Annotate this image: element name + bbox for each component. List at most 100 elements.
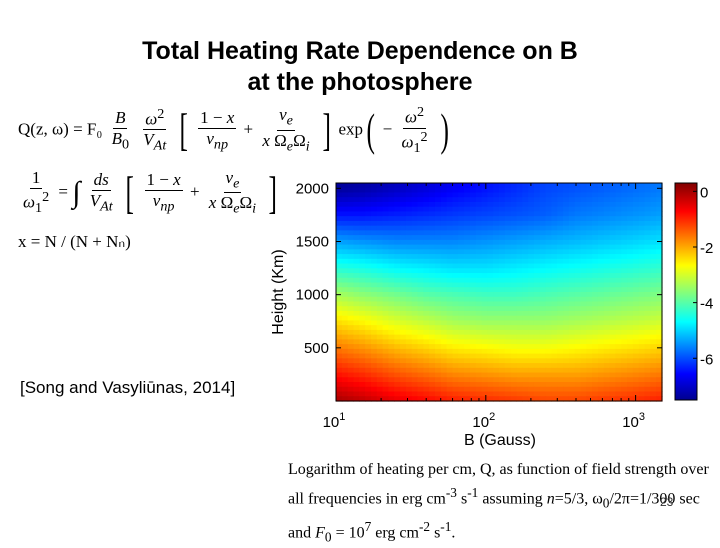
heatmap-cell [539, 296, 547, 303]
heatmap-cell [516, 254, 523, 260]
heatmap-cell [353, 216, 360, 222]
heatmap-cell [370, 315, 378, 322]
heatmap-cell [650, 273, 657, 279]
heatmap-cell [539, 216, 547, 222]
heatmap-cell [510, 339, 518, 345]
heatmap-cell [429, 292, 436, 298]
heatmap-cell [632, 325, 640, 331]
heatmap-cell [493, 377, 500, 383]
heatmap-cell [452, 254, 459, 260]
heatmap-cell [504, 230, 512, 236]
heatmap-cell [603, 329, 611, 336]
heatmap-cell [638, 254, 646, 260]
heatmap-cell [609, 339, 617, 345]
heatmap-cell [475, 310, 483, 317]
heatmap-cell [434, 230, 442, 236]
heatmap-cell [528, 315, 535, 322]
heatmap-cell [638, 273, 646, 279]
heatmap-cell [341, 277, 349, 284]
heatmap-cell [516, 310, 523, 317]
heatmap-cell [493, 225, 500, 231]
heatmap-cell [452, 329, 459, 336]
heatmap-cell [615, 277, 622, 284]
heatmap-cell [464, 225, 471, 231]
heatmap-cell [615, 339, 622, 345]
heatmap-cell [446, 358, 454, 364]
heatmap-cell [464, 382, 471, 388]
heatmap-cell [388, 377, 395, 383]
heatmap-cell [341, 268, 349, 274]
heatmap-cell [376, 183, 384, 189]
heatmap-cell [452, 249, 459, 255]
heatmap-cell [370, 282, 378, 288]
heatmap-cell [551, 372, 558, 378]
heatmap-cell [417, 339, 424, 345]
heatmap-cell [458, 320, 465, 326]
heatmap-cell [609, 310, 617, 317]
heatmap-cell [487, 353, 494, 359]
heatmap-cell [504, 273, 512, 279]
heatmap-cell [400, 325, 407, 331]
heatmap-cell [487, 277, 494, 284]
heatmap-cell [545, 363, 552, 369]
heatmap-cell [574, 258, 582, 265]
heatmap-cell [493, 292, 500, 298]
heatmap-cell [382, 183, 389, 189]
heatmap-cell [592, 216, 599, 222]
heatmap-cell [539, 301, 547, 307]
heatmap-cell [609, 249, 617, 255]
heatmap-cell [557, 396, 564, 402]
heatmap-cell [429, 363, 436, 369]
heatmap-cell [638, 363, 646, 369]
heatmap-cell [458, 206, 465, 213]
heatmap-cell [568, 382, 576, 388]
heatmap-cell [545, 197, 552, 203]
heatmap-cell [592, 258, 599, 265]
heatmap-cell [382, 216, 389, 222]
heatmap-cell [650, 296, 657, 303]
heatmap-cell [557, 263, 564, 269]
heatmap-cell [370, 386, 378, 393]
heatmap-cell [627, 244, 634, 250]
heatmap-cell [400, 225, 407, 231]
heatmap-cell [568, 197, 576, 203]
heatmap-cell [627, 320, 634, 326]
heatmap-cell [405, 386, 413, 393]
heatmap-cell [510, 363, 518, 369]
heatmap-cell [341, 220, 349, 227]
heatmap-cell [376, 377, 384, 383]
heatmap-cell [434, 220, 442, 227]
heatmap-cell [516, 211, 523, 217]
heatmap-cell [545, 353, 552, 359]
heatmap-cell [452, 334, 459, 340]
heatmap-cell [394, 367, 401, 374]
heatmap-cell [347, 377, 355, 383]
heatmap-cell [510, 310, 518, 317]
heatmap-cell [516, 329, 523, 336]
heatmap-cell [522, 225, 529, 231]
heatmap-cell [533, 249, 541, 255]
heatmap-cell [597, 325, 605, 331]
heatmap-cell [510, 292, 518, 298]
heatmap-cell [650, 225, 657, 231]
heatmap-cell [411, 258, 419, 265]
heatmap-cell [469, 391, 477, 397]
heatmap-cell [638, 329, 646, 336]
equation-fraction: ds VAt [89, 170, 113, 215]
heatmap-cell [452, 263, 459, 269]
heatmap-cell [376, 348, 384, 355]
heatmap-cell [580, 363, 587, 369]
heatmap-cell [388, 244, 395, 250]
heatmap-cell [353, 273, 360, 279]
heatmap-cell [376, 249, 384, 255]
heatmap-cell [568, 187, 576, 194]
heatmap-cell [609, 216, 617, 222]
heatmap-cell [592, 353, 599, 359]
heatmap-cell [417, 292, 424, 298]
heatmap-cell [446, 273, 454, 279]
heatmap-cell [429, 273, 436, 279]
heatmap-cell [615, 206, 622, 213]
heatmap-cell [551, 258, 558, 265]
heatmap-cell [574, 239, 582, 246]
heatmap-cell [365, 329, 372, 336]
